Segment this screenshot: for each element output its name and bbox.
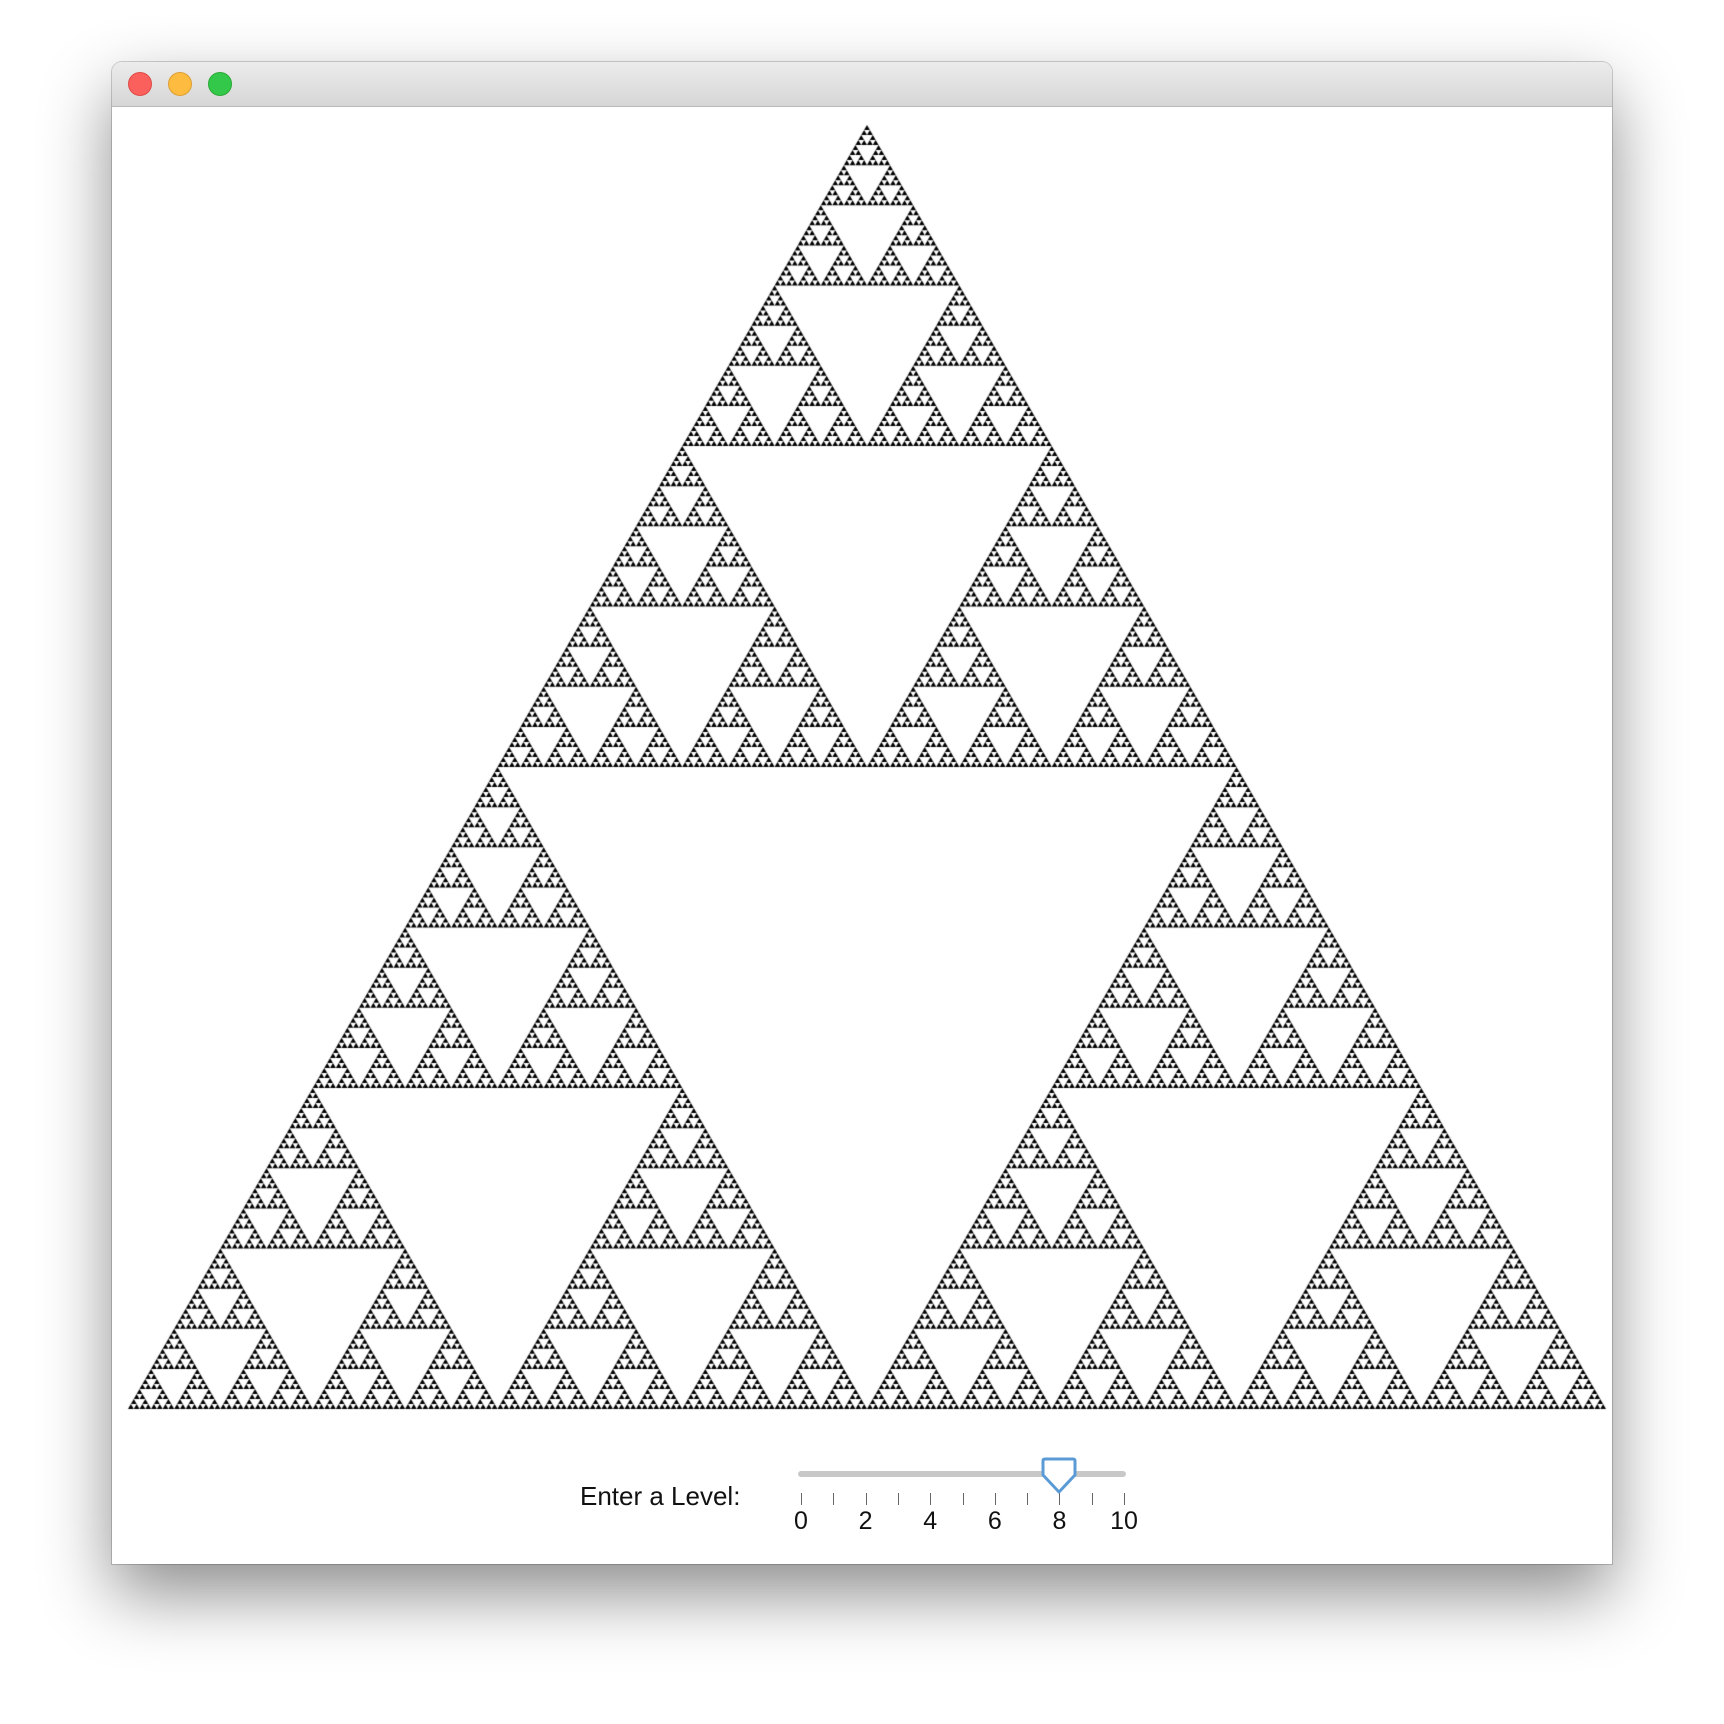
window-content: Enter a Level: 0 2 4 6 8 10: [112, 107, 1612, 1564]
level-slider[interactable]: 0 2 4 6 8 10: [784, 1457, 1144, 1547]
slider-tick-label: 4: [923, 1507, 938, 1535]
slider-track[interactable]: [798, 1471, 1126, 1477]
slider-tick-label: 6: [987, 1507, 1002, 1535]
slider-tick-label: 2: [858, 1507, 873, 1535]
sierpinski-canvas: [112, 107, 1612, 1427]
slider-tick-5: [962, 1493, 964, 1505]
close-button[interactable]: [128, 72, 152, 96]
slider-tick-label: 8: [1052, 1507, 1067, 1535]
zoom-button[interactable]: [208, 72, 232, 96]
slider-tick-10: [1124, 1493, 1125, 1505]
slider-tick-1: [833, 1493, 835, 1505]
slider-tick-8: [1059, 1493, 1061, 1505]
title-bar[interactable]: [112, 62, 1612, 107]
slider-tick-4: [930, 1493, 932, 1505]
slider-ticks: 0 2 4 6 8 10: [784, 1457, 1144, 1547]
slider-tick-label: 0: [794, 1507, 808, 1535]
slider-tick-0: [801, 1493, 802, 1505]
slider-tick-9: [1091, 1493, 1093, 1505]
slider-tick-7: [1027, 1493, 1029, 1505]
slider-tick-label: 10: [1110, 1507, 1138, 1535]
slider-tick-6: [994, 1493, 996, 1505]
level-label: Enter a Level:: [580, 1481, 741, 1511]
minimize-button[interactable]: [168, 72, 192, 96]
slider-thumb[interactable]: [1041, 1457, 1077, 1495]
app-window: Enter a Level: 0 2 4 6 8 10: [112, 62, 1612, 1564]
slider-tick-3: [897, 1493, 899, 1505]
slider-tick-2: [865, 1493, 867, 1505]
